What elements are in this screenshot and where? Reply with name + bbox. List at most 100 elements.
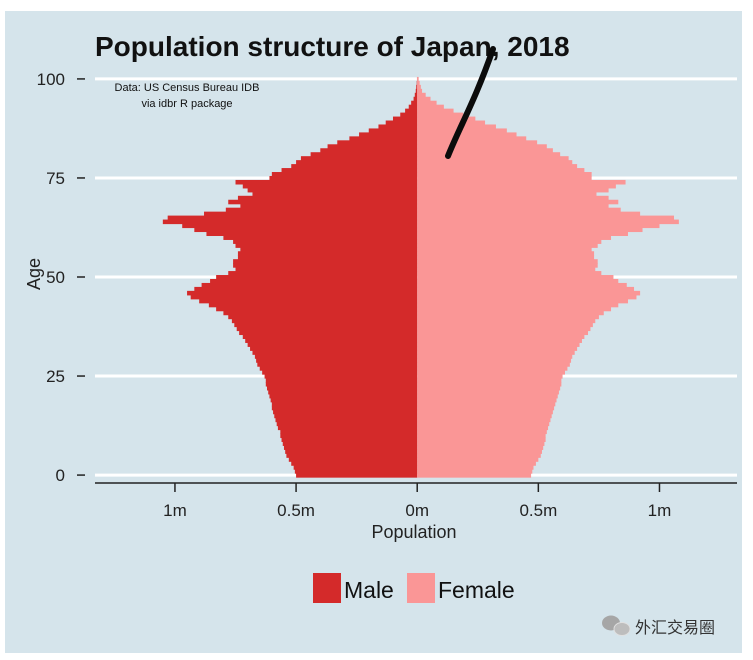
bar-male-age-4: [288, 457, 418, 462]
bar-male-age-94: [411, 100, 418, 106]
bar-female-age-81: [417, 152, 561, 157]
legend-male-label: Male: [344, 577, 394, 603]
bar-male-age-29: [256, 358, 418, 363]
bar-female-age-71: [417, 191, 597, 197]
bar-male-age-13: [276, 421, 418, 427]
bar-male-age-74: [235, 179, 418, 185]
bar-male-age-52: [235, 267, 418, 272]
bar-female-age-30: [417, 354, 573, 359]
bar-female-age-2: [417, 465, 534, 470]
bar-female-age-43: [417, 302, 619, 308]
bar-female-age-59: [417, 239, 602, 244]
bar-female-age-53: [417, 263, 598, 268]
bar-female-age-24: [417, 378, 562, 383]
bar-male-age-89: [385, 120, 418, 126]
bar-female-age-36: [417, 330, 589, 336]
bar-female-age-85: [417, 136, 527, 141]
bar-female-age-79: [417, 160, 573, 165]
bar-female-age-77: [417, 168, 585, 173]
bar-female-age-60: [417, 235, 612, 240]
bar-female-age-75: [417, 175, 592, 181]
y-axis-label: Age: [24, 258, 44, 290]
bar-male-age-79: [296, 160, 418, 165]
legend-female-label: Female: [438, 577, 515, 603]
bar-female-age-35: [417, 334, 585, 340]
pyramid-bars: [162, 76, 679, 478]
bar-female-age-88: [417, 124, 496, 130]
bar-female-age-97: [417, 88, 423, 94]
bar-female-age-17: [417, 405, 555, 411]
bar-female-age-21: [417, 389, 559, 395]
bar-male-age-45: [190, 294, 418, 300]
chart-frame: 1m 0.5m 0m 0.5m 1m 0 25 50 75 100 Population str…: [5, 11, 742, 653]
x-tick-label: 0.5m: [277, 501, 315, 520]
bar-female-age-67: [417, 207, 621, 213]
bar-male-age-24: [265, 378, 418, 383]
bar-male-age-66: [204, 211, 418, 217]
bar-female-age-56: [417, 251, 595, 256]
bar-male-age-81: [310, 152, 418, 157]
bar-female-age-73: [417, 183, 616, 189]
bar-female-age-80: [417, 156, 569, 161]
bar-male-age-37: [236, 326, 418, 332]
bar-male-age-22: [267, 385, 418, 391]
y-axis: 0 25 50 75 100: [37, 70, 85, 485]
bar-male-age-35: [242, 334, 418, 340]
bar-male-age-91: [400, 112, 418, 118]
population-pyramid-chart: 1m 0.5m 0m 0.5m 1m 0 25 50 75 100 Population str…: [24, 31, 737, 637]
bar-male-age-38: [234, 322, 418, 328]
bar-male-age-78: [291, 164, 418, 169]
bar-female-age-39: [417, 318, 596, 324]
bar-male-age-20: [269, 393, 418, 399]
bar-male-age-93: [408, 104, 418, 110]
bar-male-age-88: [378, 124, 418, 130]
bar-female-age-92: [417, 108, 454, 114]
legend: Male Female: [313, 573, 515, 603]
bar-male-age-6: [285, 449, 418, 454]
bar-male-age-65: [167, 215, 418, 221]
x-tick-label: 1m: [648, 501, 672, 520]
bar-male-age-85: [349, 136, 418, 141]
chart-title: Population structure of Japan, 2018: [95, 31, 570, 62]
bar-female-age-22: [417, 385, 561, 391]
bar-male-age-7: [283, 445, 418, 450]
y-tick-label: 50: [46, 268, 65, 287]
bar-female-age-99: [417, 80, 420, 86]
bar-male-age-28: [257, 362, 418, 367]
bar-female-age-7: [417, 445, 544, 450]
bar-male-age-33: [247, 342, 418, 347]
bar-female-age-5: [417, 453, 541, 458]
bar-female-age-31: [417, 350, 575, 355]
bar-male-age-68: [240, 203, 418, 209]
bar-male-age-17: [271, 405, 418, 411]
bar-female-age-11: [417, 429, 547, 435]
bar-male-age-47: [194, 286, 418, 292]
bar-male-age-8: [282, 441, 418, 446]
bar-female-age-15: [417, 413, 552, 419]
bar-female-age-4: [417, 457, 539, 462]
bar-female-age-100: [417, 76, 419, 82]
bar-female-age-50: [417, 275, 614, 280]
bar-female-age-49: [417, 278, 619, 284]
x-axis-label: Population: [371, 522, 456, 542]
bar-male-age-56: [237, 251, 418, 256]
bar-male-age-18: [271, 401, 418, 407]
y-tick-label: 75: [46, 169, 65, 188]
bar-female-age-54: [417, 259, 598, 264]
bar-female-age-76: [417, 172, 592, 177]
bar-male-age-9: [281, 437, 418, 443]
bar-male-age-97: [415, 88, 418, 94]
bar-male-age-40: [228, 314, 418, 320]
bar-male-age-82: [320, 148, 418, 153]
bar-male-age-43: [208, 302, 418, 308]
bar-male-age-80: [300, 156, 418, 161]
bar-female-age-96: [417, 92, 426, 98]
bar-female-age-44: [417, 298, 628, 304]
bar-female-age-27: [417, 366, 568, 371]
bar-female-age-51: [417, 271, 602, 276]
bar-female-age-64: [417, 219, 679, 225]
bar-male-age-57: [240, 247, 418, 252]
bar-female-age-46: [417, 290, 641, 296]
bar-male-age-51: [228, 271, 418, 276]
bar-male-age-98: [416, 84, 418, 90]
